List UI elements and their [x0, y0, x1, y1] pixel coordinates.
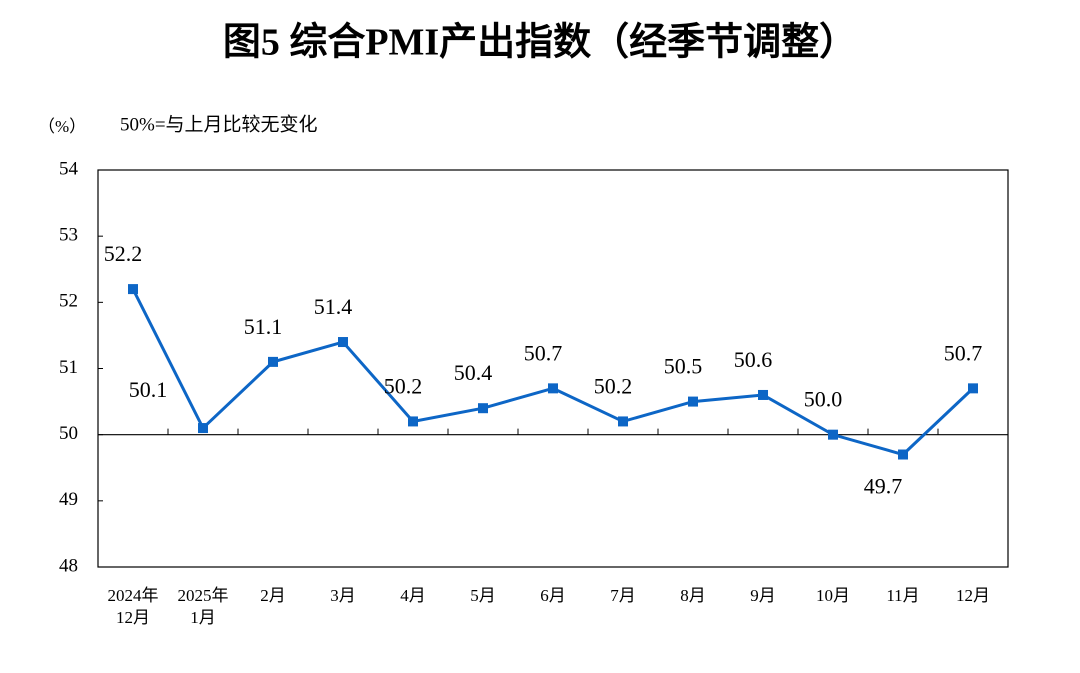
y-tick-label: 52 — [59, 291, 78, 312]
value-label: 50.0 — [804, 387, 843, 412]
marker — [198, 423, 208, 434]
marker — [618, 416, 628, 427]
y-tick-label: 48 — [59, 555, 78, 576]
annotation: 50%=与上月比较无变化 — [120, 113, 318, 135]
marker — [548, 383, 558, 394]
marker — [968, 383, 978, 394]
x-tick-label: 2024年 12月 — [107, 586, 159, 627]
value-label: 50.7 — [524, 340, 563, 365]
y-tick-label: 50 — [59, 423, 78, 444]
y-unit: （%） — [38, 117, 86, 136]
marker — [408, 416, 418, 427]
x-tick-label: 2025年 1月 — [177, 586, 229, 627]
x-tick-label: 7月 — [610, 586, 636, 605]
x-tick-label: 4月 — [400, 586, 426, 605]
x-tick-label: 2月 — [260, 586, 286, 605]
chart-title: 图5 综合PMI产出指数（经季节调整） — [223, 22, 857, 64]
value-label: 50.6 — [734, 347, 773, 372]
plot-frame — [97, 169, 1009, 568]
value-label: 51.1 — [244, 314, 283, 339]
marker — [688, 396, 698, 407]
x-tick-label: 8月 — [680, 586, 706, 605]
x-tick-label: 10月 — [816, 586, 850, 605]
value-label: 50.2 — [384, 373, 423, 398]
value-label: 51.4 — [314, 294, 353, 319]
marker — [828, 429, 838, 440]
value-label: 52.2 — [104, 241, 143, 266]
y-tick-label: 49 — [59, 489, 78, 510]
value-label: 50.5 — [664, 354, 703, 379]
y-tick-label: 51 — [59, 357, 78, 378]
x-tick-label: 11月 — [886, 586, 920, 605]
marker — [338, 337, 348, 348]
marker — [128, 284, 138, 295]
marker — [268, 356, 278, 367]
x-tick-label: 5月 — [470, 586, 496, 605]
x-tick-label: 6月 — [540, 586, 566, 605]
value-label: 50.4 — [454, 360, 493, 385]
y-tick-label: 54 — [59, 158, 79, 179]
y-tick-label: 53 — [59, 225, 78, 246]
marker — [898, 449, 908, 460]
value-label: 50.1 — [129, 377, 168, 402]
x-tick-label: 9月 — [750, 586, 776, 605]
marker — [478, 403, 488, 414]
value-label: 50.7 — [944, 340, 983, 365]
x-tick-label: 12月 — [956, 586, 990, 605]
value-label: 49.7 — [864, 474, 903, 499]
value-label: 50.2 — [594, 373, 633, 398]
x-tick-label: 3月 — [330, 586, 356, 605]
marker — [758, 389, 768, 400]
